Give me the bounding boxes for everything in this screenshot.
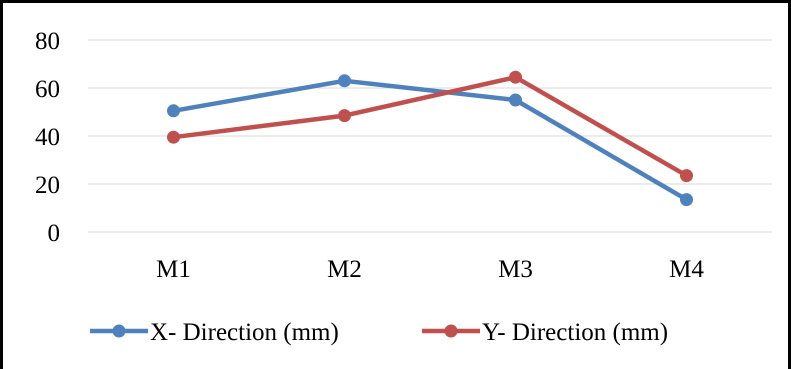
legend-marker bbox=[444, 324, 458, 338]
x-axis: M1 M2 M3 M4 bbox=[156, 256, 704, 283]
legend-label: X- Direction (mm) bbox=[150, 319, 339, 346]
x-tick-label: M2 bbox=[327, 256, 362, 283]
y-tick-label: 40 bbox=[35, 124, 60, 151]
legend-marker bbox=[112, 324, 126, 338]
data-point bbox=[167, 130, 180, 144]
series-line bbox=[171, 74, 689, 178]
y-tick-label: 0 bbox=[48, 220, 61, 247]
series-group bbox=[167, 70, 693, 207]
data-point bbox=[338, 109, 351, 123]
x-tick-label: M3 bbox=[498, 256, 533, 283]
y-tick-label: 80 bbox=[35, 28, 60, 55]
data-point bbox=[680, 169, 693, 183]
legend-label: Y- Direction (mm) bbox=[482, 319, 668, 346]
y-axis: 0 20 40 60 80 bbox=[35, 28, 60, 247]
data-point bbox=[509, 70, 522, 84]
x-tick-label: M1 bbox=[156, 256, 191, 283]
legend: X- Direction (mm) Y- Direction (mm) bbox=[90, 319, 668, 346]
x-tick-label: M4 bbox=[669, 256, 704, 283]
y-tick-label: 20 bbox=[35, 172, 60, 199]
series-line bbox=[171, 78, 689, 202]
data-point bbox=[680, 193, 693, 207]
data-point bbox=[509, 93, 522, 107]
y-tick-label: 60 bbox=[35, 76, 60, 103]
data-point bbox=[338, 74, 351, 88]
data-point bbox=[167, 104, 180, 118]
